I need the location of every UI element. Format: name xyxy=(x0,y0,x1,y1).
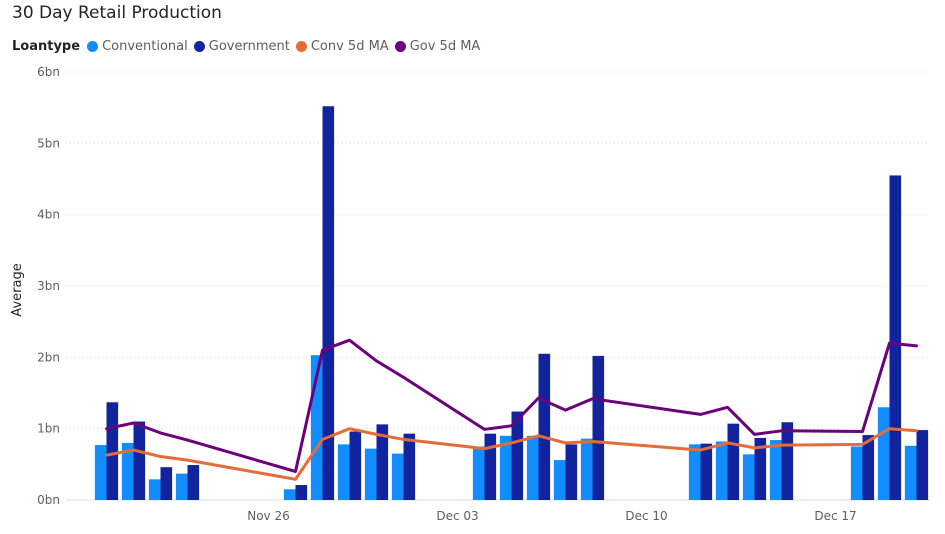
bar-conventional[interactable] xyxy=(148,479,161,500)
bar-government[interactable] xyxy=(700,443,713,500)
bar-government[interactable] xyxy=(349,431,362,500)
y-tick-label: 5bn xyxy=(37,136,60,150)
bar-conventional[interactable] xyxy=(121,442,134,500)
bar-conventional[interactable] xyxy=(364,448,377,500)
bar-conventional[interactable] xyxy=(175,473,188,500)
y-tick-label: 3bn xyxy=(37,279,60,293)
legend-item-conventional[interactable]: Conventional xyxy=(87,39,188,54)
bar-conventional[interactable] xyxy=(553,460,566,500)
x-tick-label: Dec 10 xyxy=(625,509,667,523)
legend-label-government: Government xyxy=(208,38,290,54)
bar-conventional[interactable] xyxy=(472,446,485,501)
bar-conventional[interactable] xyxy=(391,453,404,500)
legend-item-government[interactable]: Government xyxy=(193,38,290,54)
line-conv-5d-ma[interactable] xyxy=(105,427,918,481)
legend-label-gov-5d-ma: Gov 5d MA xyxy=(409,38,481,54)
bar-conventional[interactable] xyxy=(580,438,593,500)
bar-government[interactable] xyxy=(538,353,551,500)
bar-conventional[interactable] xyxy=(94,445,107,500)
bar-conventional[interactable] xyxy=(715,441,728,500)
y-tick-label: 1bn xyxy=(37,422,60,436)
legend-label-conventional: Conventional xyxy=(102,38,188,54)
bar-conventional[interactable] xyxy=(337,444,350,500)
legend-swatch-gov-5d-ma xyxy=(394,40,406,52)
chart-title: 30 Day Retail Production xyxy=(12,3,222,23)
bar-conventional[interactable] xyxy=(742,454,755,500)
y-tick-label: 2bn xyxy=(37,350,60,364)
legend-item-conv-5d-ma[interactable]: Conv 5d MA xyxy=(295,38,389,54)
bar-government[interactable] xyxy=(916,430,929,500)
bar-government[interactable] xyxy=(862,435,875,500)
bar-conventional[interactable] xyxy=(688,444,701,500)
bars xyxy=(94,106,929,501)
bar-government[interactable] xyxy=(565,444,578,500)
x-tick-label: Dec 03 xyxy=(436,509,478,523)
y-tick-label: 6bn xyxy=(37,65,60,79)
y-axis-title: Average xyxy=(10,263,25,316)
legend-title: Loantype xyxy=(12,38,81,54)
legend-swatch-conventional xyxy=(87,40,99,52)
bar-government[interactable] xyxy=(160,467,173,500)
legend-swatch-conv-5d-ma xyxy=(295,40,307,52)
bar-government[interactable] xyxy=(889,175,902,500)
legend-item-gov-5d-ma[interactable]: Gov 5d MA xyxy=(394,38,481,54)
x-tick-label: Dec 17 xyxy=(814,509,856,523)
legend-label-conv-5d-ma: Conv 5d MA xyxy=(310,38,389,54)
bar-conventional[interactable] xyxy=(283,489,296,500)
y-axis-ticks: 0bn 1bn 2bn 3bn 4bn 5bn 6bn xyxy=(37,65,60,507)
bar-conventional[interactable] xyxy=(904,445,917,500)
x-axis-ticks: Nov 26 Dec 03 Dec 10 Dec 17 xyxy=(247,509,856,523)
bar-government[interactable] xyxy=(322,106,335,501)
bar-conventional[interactable] xyxy=(769,440,782,500)
legend: Loantype Conventional Government Conv 5d… xyxy=(12,37,486,55)
x-tick-label: Nov 26 xyxy=(247,509,290,523)
lines xyxy=(105,338,918,481)
bar-government[interactable] xyxy=(727,423,740,500)
bar-conventional[interactable] xyxy=(850,446,863,501)
line-gov-5d-ma[interactable] xyxy=(105,338,918,473)
bar-government[interactable] xyxy=(754,437,767,500)
bar-government[interactable] xyxy=(295,485,308,500)
bar-government[interactable] xyxy=(106,402,119,500)
bar-government[interactable] xyxy=(511,411,524,500)
bar-conventional[interactable] xyxy=(526,435,539,500)
y-tick-label: 0bn xyxy=(37,493,60,507)
y-tick-label: 4bn xyxy=(37,208,60,222)
bar-government[interactable] xyxy=(376,424,389,500)
bar-conventional[interactable] xyxy=(877,407,890,500)
bar-conventional[interactable] xyxy=(310,355,323,500)
bar-government[interactable] xyxy=(592,355,605,500)
gridlines xyxy=(66,71,930,501)
legend-swatch-government xyxy=(193,40,205,52)
bar-government[interactable] xyxy=(781,422,794,500)
bar-government[interactable] xyxy=(484,433,497,500)
bar-government[interactable] xyxy=(403,433,416,500)
bar-government[interactable] xyxy=(187,465,200,500)
bar-government[interactable] xyxy=(133,421,146,500)
bar-conventional[interactable] xyxy=(499,435,512,500)
